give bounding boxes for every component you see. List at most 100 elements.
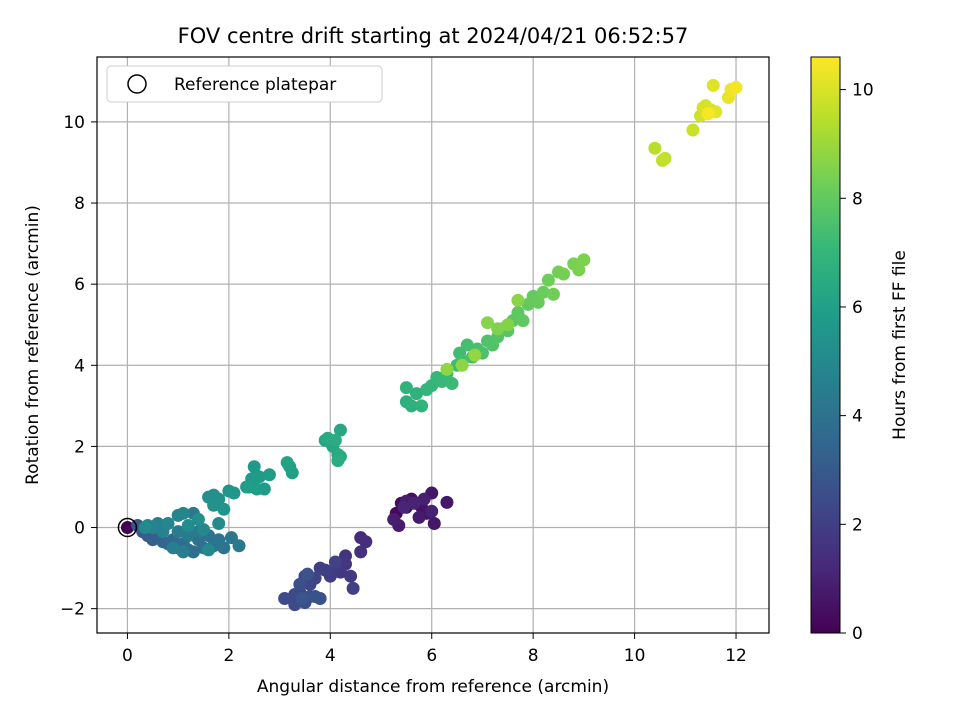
legend: Reference platepar: [106, 65, 383, 103]
data-point: [232, 539, 246, 553]
y-tick-label: 8: [74, 194, 85, 214]
y-tick-label: 10: [63, 113, 85, 133]
data-point: [176, 545, 190, 559]
data-point: [399, 381, 413, 395]
chart-title: FOV centre drift starting at 2024/04/21 …: [178, 24, 689, 48]
colorbar: [810, 56, 841, 634]
data-point: [460, 338, 474, 352]
data-point: [212, 516, 226, 530]
data-point: [417, 492, 431, 506]
data-point: [318, 563, 332, 577]
data-point: [415, 399, 429, 413]
data-point: [407, 496, 421, 510]
data-point: [333, 423, 347, 437]
colorbar-tick-label: 0: [852, 624, 863, 644]
colorbar-tick-label: 6: [852, 298, 863, 318]
y-tick-label: 2: [74, 437, 85, 457]
data-point: [224, 531, 238, 545]
x-tick-label: 4: [325, 646, 336, 666]
data-point: [166, 541, 180, 555]
data-point: [344, 569, 358, 583]
reference-marker: [117, 517, 138, 538]
data-point: [516, 314, 530, 328]
data-point: [346, 581, 360, 595]
data-point: [138, 521, 152, 535]
data-point: [262, 468, 276, 482]
data-point: [412, 510, 426, 524]
y-axis-label: Rotation from reference (arcmin): [23, 205, 43, 485]
data-point: [252, 470, 266, 484]
legend-box: [106, 65, 383, 103]
data-point: [404, 399, 418, 413]
data-point: [191, 512, 205, 526]
data-point: [181, 529, 195, 543]
data-point: [120, 521, 134, 535]
x-tick-label: 2: [223, 646, 234, 666]
data-point: [181, 519, 195, 533]
plot-frame: [96, 56, 770, 634]
data-point: [387, 512, 401, 526]
data-point: [546, 287, 560, 301]
colorbar-label: Hours from first FF file: [890, 250, 910, 440]
data-point: [445, 377, 459, 391]
colorbar-ticks: 0 2 4 6 8 10: [840, 81, 874, 644]
data-point: [359, 535, 373, 549]
data-point: [207, 498, 221, 512]
y-tick-label: 6: [74, 275, 85, 295]
y-tick-label: −2: [60, 600, 85, 620]
data-point: [247, 460, 261, 474]
data-point: [171, 525, 185, 539]
colorbar-tick-label: 2: [852, 515, 863, 535]
data-point: [242, 480, 256, 494]
data-point: [161, 516, 175, 530]
data-point: [577, 253, 591, 267]
data-point: [536, 285, 550, 299]
data-point: [572, 263, 586, 277]
colorbar-tick-label: 10: [852, 81, 874, 101]
data-point: [397, 500, 411, 514]
data-point: [468, 348, 482, 362]
x-tick-label: 10: [624, 646, 646, 666]
legend-entry-reference: Reference platepar: [174, 75, 336, 95]
data-point: [280, 456, 294, 470]
x-tick-label: 12: [725, 646, 747, 666]
colorbar-tick-label: 4: [852, 407, 863, 427]
data-point: [706, 78, 720, 92]
data-point: [217, 502, 231, 516]
y-axis-ticks: −2 0 2 4 6 8 10: [60, 113, 97, 620]
data-point: [531, 295, 545, 309]
grid: [97, 57, 769, 633]
data-point: [491, 322, 505, 336]
data-point: [410, 387, 424, 401]
data-point: [701, 107, 715, 121]
data-points: [117, 78, 743, 612]
data-point: [293, 577, 307, 591]
data-point: [285, 466, 299, 480]
y-tick-label: 4: [74, 356, 85, 376]
data-point: [217, 541, 231, 555]
x-tick-label: 8: [528, 646, 539, 666]
data-point: [331, 454, 345, 468]
legend-marker-reference: [127, 74, 147, 94]
data-point: [440, 495, 454, 509]
data-point: [648, 141, 662, 155]
data-point: [455, 358, 469, 372]
data-point: [354, 545, 368, 559]
data-point: [313, 592, 327, 606]
data-point: [278, 592, 292, 606]
data-point: [328, 433, 342, 447]
data-point: [295, 592, 309, 606]
y-tick-label: 0: [74, 519, 85, 539]
data-point: [686, 123, 700, 137]
data-point: [427, 516, 441, 530]
colorbar-tick-label: 8: [852, 189, 863, 209]
data-point: [501, 318, 515, 332]
data-point: [541, 273, 555, 287]
data-point: [729, 80, 743, 94]
data-point: [197, 523, 211, 537]
data-point: [202, 543, 216, 557]
data-point: [481, 316, 495, 330]
data-point: [186, 545, 200, 559]
x-axis-ticks: 0 2 4 6 8 10 12: [122, 633, 747, 666]
